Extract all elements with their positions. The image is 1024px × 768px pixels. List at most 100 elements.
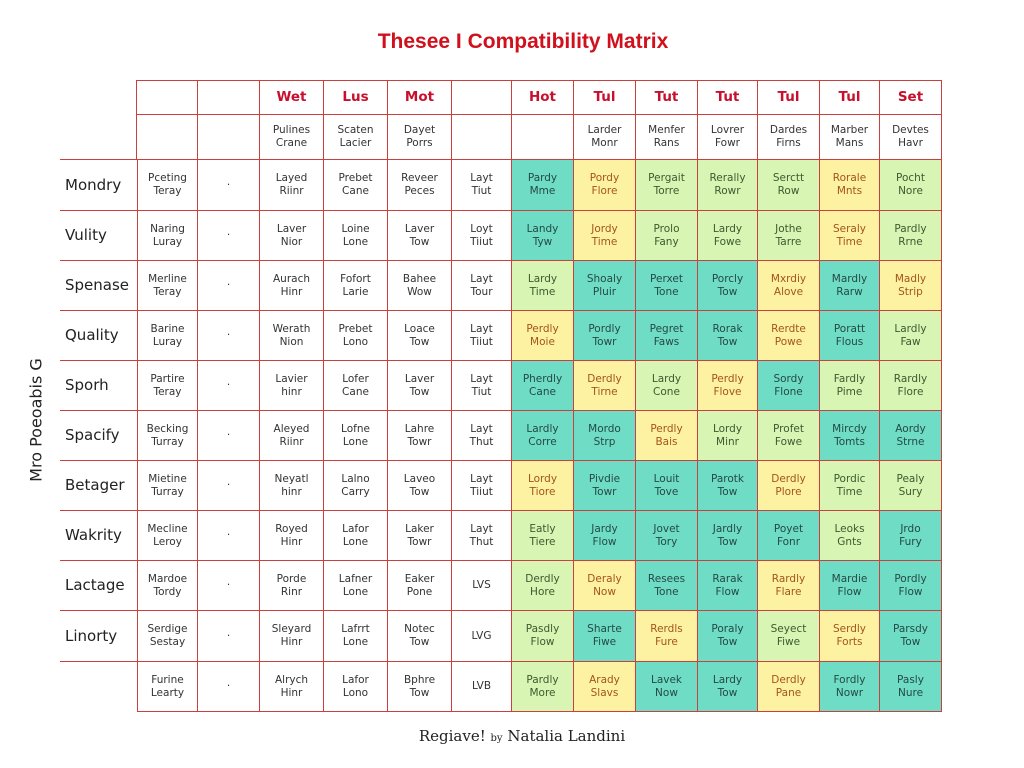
table-cell: Partire Teray [137,361,198,411]
table-cell: Lofer Cane [324,361,388,411]
rating-cell: Derdly Hore [512,561,574,611]
rating-cell: Lavek Now [636,662,698,712]
table-row: Spacify Becking Turray · Aleyed Riinr Lofne … [60,411,942,461]
rating-cell: Perdly Bais [636,411,698,461]
table-cell: Merline Teray [137,261,198,311]
rating-cell: Pherdly Cane [512,361,574,411]
column-subheader [198,115,260,160]
table-cell: Royed Hinr [260,511,324,561]
rating-cell: Jovet Tory [636,511,698,561]
column-header: Lus [324,80,388,115]
row-label: Lactage [60,561,137,611]
rating-cell: Jardy Flow [574,511,636,561]
table-cell: Laver Nior [260,211,324,261]
table-cell: Serdige Sestay [137,611,198,662]
rating-cell: Lordy Minr [698,411,758,461]
rating-cell: Jrdo Fury [880,511,942,561]
rating-cell: Pordly Towr [574,311,636,361]
rating-cell: Lardly Faw [880,311,942,361]
rating-cell: Aordy Strne [880,411,942,461]
table-cell: Loyt Tiiut [452,211,512,261]
rating-cell: Rardly Flare [758,561,820,611]
rating-cell: Shoaly Pluir [574,261,636,311]
table-cell: · [198,511,260,561]
footer-author: Natalia Landini [507,727,626,745]
table-cell: Laver Tow [388,211,452,261]
table-cell: Layt Tour [452,261,512,311]
table-cell: Laver Tow [388,361,452,411]
row-label: Vulity [60,211,137,261]
rating-cell: Derdly Pane [758,662,820,712]
table-cell: Lalno Carry [324,461,388,511]
rating-cell: Porcly Tow [698,261,758,311]
column-header: Mot [388,80,452,115]
rating-cell: Resees Tone [636,561,698,611]
table-cell: Layt Thut [452,511,512,561]
compatibility-matrix: Wet Lus Mot Hot Tul Tut Tut Tul Tul Set Pulines Cr… [60,80,942,712]
rating-cell: Landy Tyw [512,211,574,261]
rating-cell: Pergait Torre [636,160,698,211]
rating-cell: Fordly Nowr [820,662,880,712]
rating-cell: Perdly Flove [698,361,758,411]
column-subheader: Dardes Firns [758,115,820,160]
table-cell: · [198,311,260,361]
table-cell: · [198,261,260,311]
column-header [137,80,198,115]
table-cell: Prebet Lono [324,311,388,361]
table-row: Wakrity Mecline Leroy · Royed Hinr Lafor Lon… [60,511,942,561]
table-row: Mondry Pceting Teray · Layed Riinr Prebet Ca… [60,160,942,211]
rating-cell: Lardy Fowe [698,211,758,261]
table-cell: Aleyed Riinr [260,411,324,461]
column-header: Tul [758,80,820,115]
column-header: Tul [574,80,636,115]
row-label: Mondry [60,160,137,211]
rating-cell: Madly Strip [880,261,942,311]
rating-cell: Pardly Rrne [880,211,942,261]
table-cell: Lahre Towr [388,411,452,461]
rating-cell: Mxrdiy Alove [758,261,820,311]
table-row: Linorty Serdige Sestay · Sleyard Hinr Lafrrt… [60,611,942,662]
table-cell: Barine Luray [137,311,198,361]
rating-cell: Poratt Flous [820,311,880,361]
rating-cell: Profet Fowe [758,411,820,461]
vertical-axis-label: Mro Poeoabis G [26,358,46,482]
rating-cell: Pordy Flore [574,160,636,211]
rating-cell: Mordo Strp [574,411,636,461]
table-cell: Laker Towr [388,511,452,561]
table-cell: Lafner Lone [324,561,388,611]
column-header: Hot [512,80,574,115]
table-cell: Lafor Lone [324,511,388,561]
table-cell: Bahee Wow [388,261,452,311]
rating-cell: Parsdy Tow [880,611,942,662]
table-cell: Loace Tow [388,311,452,361]
table-cell: Loine Lone [324,211,388,261]
column-header [452,80,512,115]
rating-cell: Pardy Mme [512,160,574,211]
rating-cell: Rardly Flore [880,361,942,411]
column-subheader: Marber Mans [820,115,880,160]
row-label [60,662,137,712]
rating-cell: Derdly Plore [758,461,820,511]
column-header [198,80,260,115]
rating-cell: Parotk Tow [698,461,758,511]
row-label: Quality [60,311,137,361]
rating-cell: Mardie Flow [820,561,880,611]
row-label: Wakrity [60,511,137,561]
table-cell: Lofne Lone [324,411,388,461]
table-cell: Naring Luray [137,211,198,261]
column-subheader: Lovrer Fowr [698,115,758,160]
rating-cell: Lordy Tiore [512,461,574,511]
column-header: Tut [698,80,758,115]
table-cell: · [198,662,260,712]
table-cell: Bphre Tow [388,662,452,712]
rating-cell: Lardly Corre [512,411,574,461]
table-cell: · [198,561,260,611]
table-cell: · [198,611,260,662]
column-subheader: Larder Monr [574,115,636,160]
rating-cell: Rerdte Powe [758,311,820,361]
rating-cell: Pealy Sury [880,461,942,511]
table-row: Betager Mietine Turray · Neyatl hinr Lalno C… [60,461,942,511]
table-row: Sporh Partire Teray · Lavier hinr Lofer Cane… [60,361,942,411]
table-cell: Furine Learty [137,662,198,712]
table-cell: Layed Riinr [260,160,324,211]
